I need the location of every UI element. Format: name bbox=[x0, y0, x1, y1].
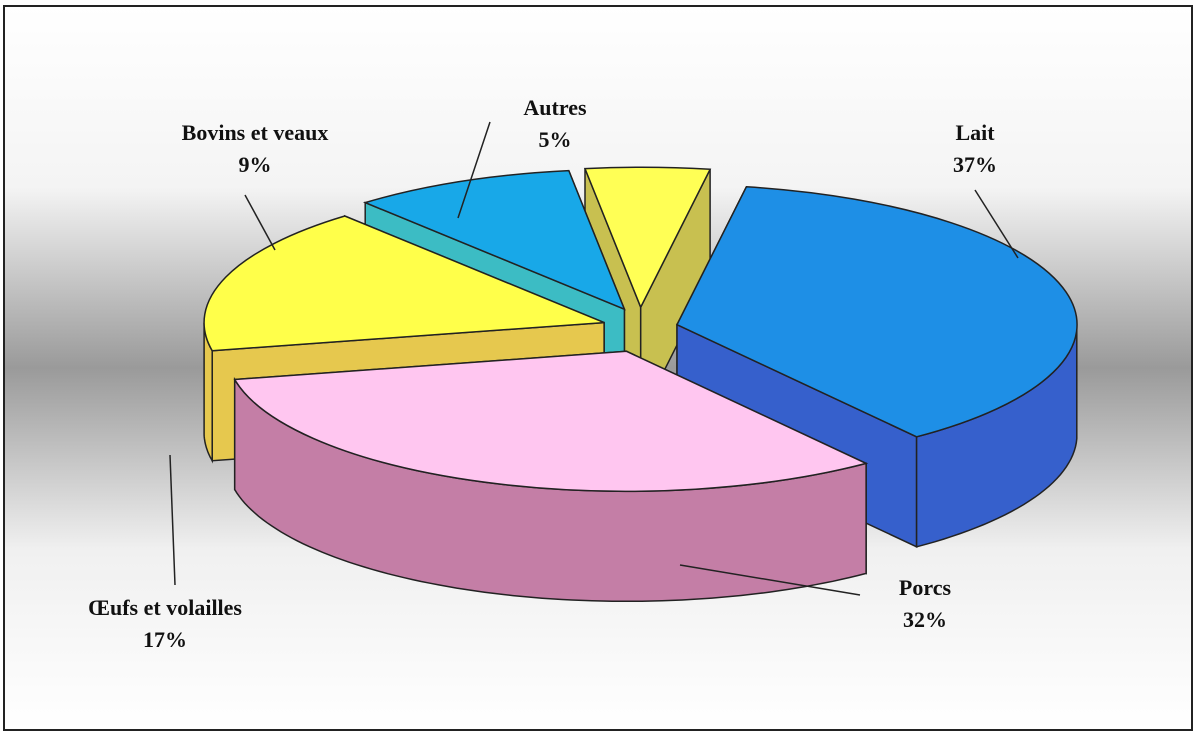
value-label: 37% bbox=[953, 152, 997, 177]
value-label: 17% bbox=[143, 627, 187, 652]
leader-line bbox=[679, 564, 861, 596]
leader-line bbox=[169, 454, 176, 586]
leader-line bbox=[457, 121, 491, 219]
value-label: 32% bbox=[903, 607, 947, 632]
slice-label: Porcs bbox=[899, 575, 952, 600]
slice-top bbox=[233, 350, 869, 493]
slice-label: Bovins et veaux bbox=[182, 120, 329, 145]
slice-label: Œufs et volailles bbox=[88, 595, 242, 620]
slice-label: Autres bbox=[523, 95, 587, 120]
value-label: 9% bbox=[239, 152, 272, 177]
slice bbox=[233, 350, 869, 603]
slice-top bbox=[675, 186, 1078, 438]
slice-top bbox=[583, 166, 712, 310]
value-label: 5% bbox=[539, 127, 572, 152]
slice-top bbox=[362, 169, 626, 311]
leader-line bbox=[244, 194, 276, 251]
slice-top bbox=[203, 215, 605, 352]
leader-line bbox=[974, 189, 1019, 259]
slice-label: Lait bbox=[955, 120, 995, 145]
